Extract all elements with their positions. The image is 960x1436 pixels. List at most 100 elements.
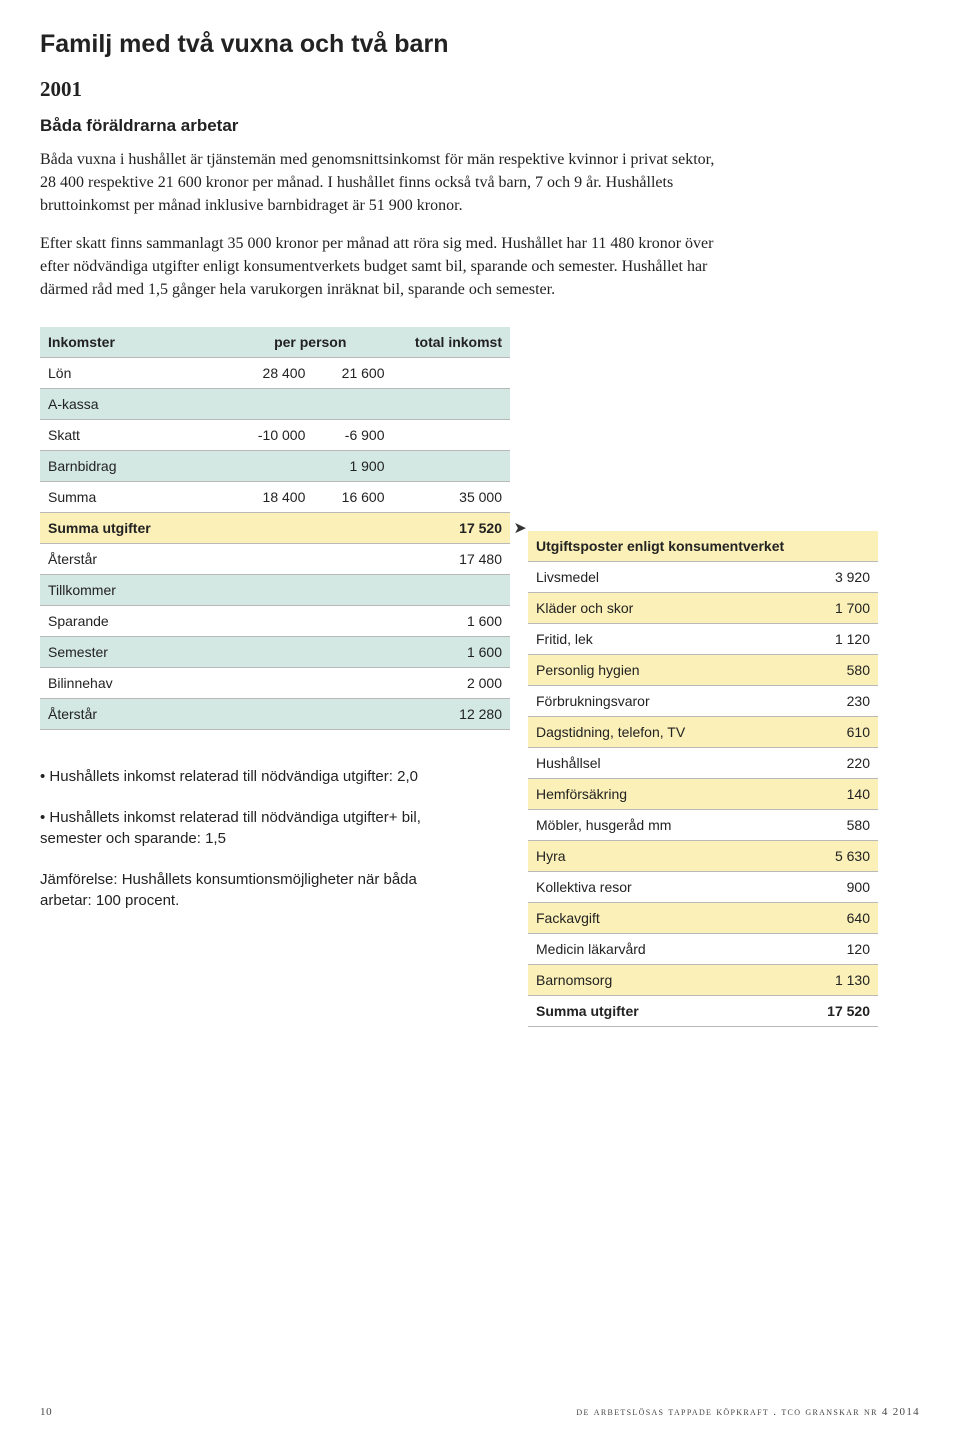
row-total [393,358,511,389]
page-number: 10 [40,1406,52,1418]
table-row: Tillkommer [40,575,510,606]
expense-value: 120 [786,934,878,965]
row-val2 [313,699,392,730]
expense-value: 640 [786,903,878,934]
row-val2: -6 900 [313,420,392,451]
year-heading: 2001 [40,77,920,102]
row-val1: 28 400 [228,358,313,389]
row-val2 [313,575,392,606]
expense-value: 230 [786,686,878,717]
expense-label: Personlig hygien [528,655,786,686]
expense-label: Livsmedel [528,562,786,593]
table-row: Förbrukningsvaror230 [528,686,878,717]
income-header-perperson: per person [228,327,393,358]
row-total [393,420,511,451]
expense-value: 17 520 [786,996,878,1027]
expense-value: 580 [786,655,878,686]
table-row: Återstår12 280 [40,699,510,730]
row-val1 [228,544,313,575]
row-label: Tillkommer [40,575,228,606]
expense-label: Medicin läkarvård [528,934,786,965]
row-total: 17 480 [393,544,511,575]
row-val2 [313,544,392,575]
row-val1 [228,606,313,637]
row-val2 [313,513,392,544]
table-row: Medicin läkarvård120 [528,934,878,965]
table-row: Lön28 40021 600 [40,358,510,389]
expense-value: 610 [786,717,878,748]
expense-label: Kläder och skor [528,593,786,624]
notes-block: • Hushållets inkomst relaterad till nödv… [40,766,510,911]
table-row: Möbler, husgeråd mm580 [528,810,878,841]
row-label: Semester [40,637,228,668]
table-row: Summa18 40016 60035 000 [40,482,510,513]
expense-value: 3 920 [786,562,878,593]
row-val2 [313,668,392,699]
row-val2 [313,637,392,668]
table-row: Kollektiva resor900 [528,872,878,903]
row-val2: 1 900 [313,451,392,482]
expense-label: Möbler, husgeråd mm [528,810,786,841]
table-row: Personlig hygien580 [528,655,878,686]
row-total [393,575,511,606]
expense-value: 580 [786,810,878,841]
row-val1 [228,451,313,482]
expense-label: Dagstidning, telefon, TV [528,717,786,748]
tables-container: Inkomster per person total inkomst Lön28… [40,327,920,1027]
row-total: 1 600 [393,606,511,637]
expense-value: 5 630 [786,841,878,872]
table-row: Fritid, lek1 120 [528,624,878,655]
income-header-row: Inkomster per person total inkomst [40,327,510,358]
paragraph-1: Båda vuxna i hushållet är tjänstemän med… [40,148,720,218]
row-label: Bilinnehav [40,668,228,699]
row-label: Skatt [40,420,228,451]
row-label: Summa utgifter [40,513,228,544]
expense-value: 220 [786,748,878,779]
expense-value: 1 700 [786,593,878,624]
expense-label: Summa utgifter [528,996,786,1027]
row-val1: -10 000 [228,420,313,451]
table-row: Kläder och skor1 700 [528,593,878,624]
subheading: Båda föräldrarna arbetar [40,116,920,136]
expense-column: Utgiftsposter enligt konsumentverket Liv… [528,531,878,1027]
note-3: Jämförelse: Hushållets konsumtionsmöjlig… [40,869,460,911]
income-table: Inkomster per person total inkomst Lön28… [40,327,510,730]
row-label: A-kassa [40,389,228,420]
row-val2: 16 600 [313,482,392,513]
row-val1 [228,389,313,420]
expense-header: Utgiftsposter enligt konsumentverket [528,531,878,562]
table-row: Återstår 17 480 [40,544,510,575]
row-total [393,451,511,482]
paragraph-2: Efter skatt finns sammanlagt 35 000 kron… [40,232,720,302]
expense-value: 1 130 [786,965,878,996]
row-total: 17 520➤ [393,513,511,544]
row-total [393,389,511,420]
expense-label: Barnomsorg [528,965,786,996]
table-row: Skatt-10 000-6 900 [40,420,510,451]
table-row: Semester 1 600 [40,637,510,668]
row-label: Barnbidrag [40,451,228,482]
table-row: Bilinnehav2 000 [40,668,510,699]
expense-label: Fritid, lek [528,624,786,655]
row-total: 1 600 [393,637,511,668]
row-total: 12 280 [393,699,511,730]
expense-header-row: Utgiftsposter enligt konsumentverket [528,531,878,562]
footer-citation: de arbetslösas tappade köpkraft . tco gr… [576,1406,920,1418]
row-val1 [228,637,313,668]
expense-label: Kollektiva resor [528,872,786,903]
expense-label: Fackavgift [528,903,786,934]
arrow-icon: ➤ [514,520,526,537]
page-footer: 10 de arbetslösas tappade köpkraft . tco… [40,1406,920,1418]
row-label: Återstår [40,544,228,575]
table-row: Hemförsäkring140 [528,779,878,810]
table-row: Barnbidrag 1 900 [40,451,510,482]
row-total: 35 000 [393,482,511,513]
row-val2: 21 600 [313,358,392,389]
row-label: Summa [40,482,228,513]
income-column: Inkomster per person total inkomst Lön28… [40,327,510,931]
table-row: Hushållsel220 [528,748,878,779]
row-val1 [228,668,313,699]
note-1: • Hushållets inkomst relaterad till nödv… [40,766,460,787]
note-2: • Hushållets inkomst relaterad till nödv… [40,807,460,849]
expense-label: Hushållsel [528,748,786,779]
